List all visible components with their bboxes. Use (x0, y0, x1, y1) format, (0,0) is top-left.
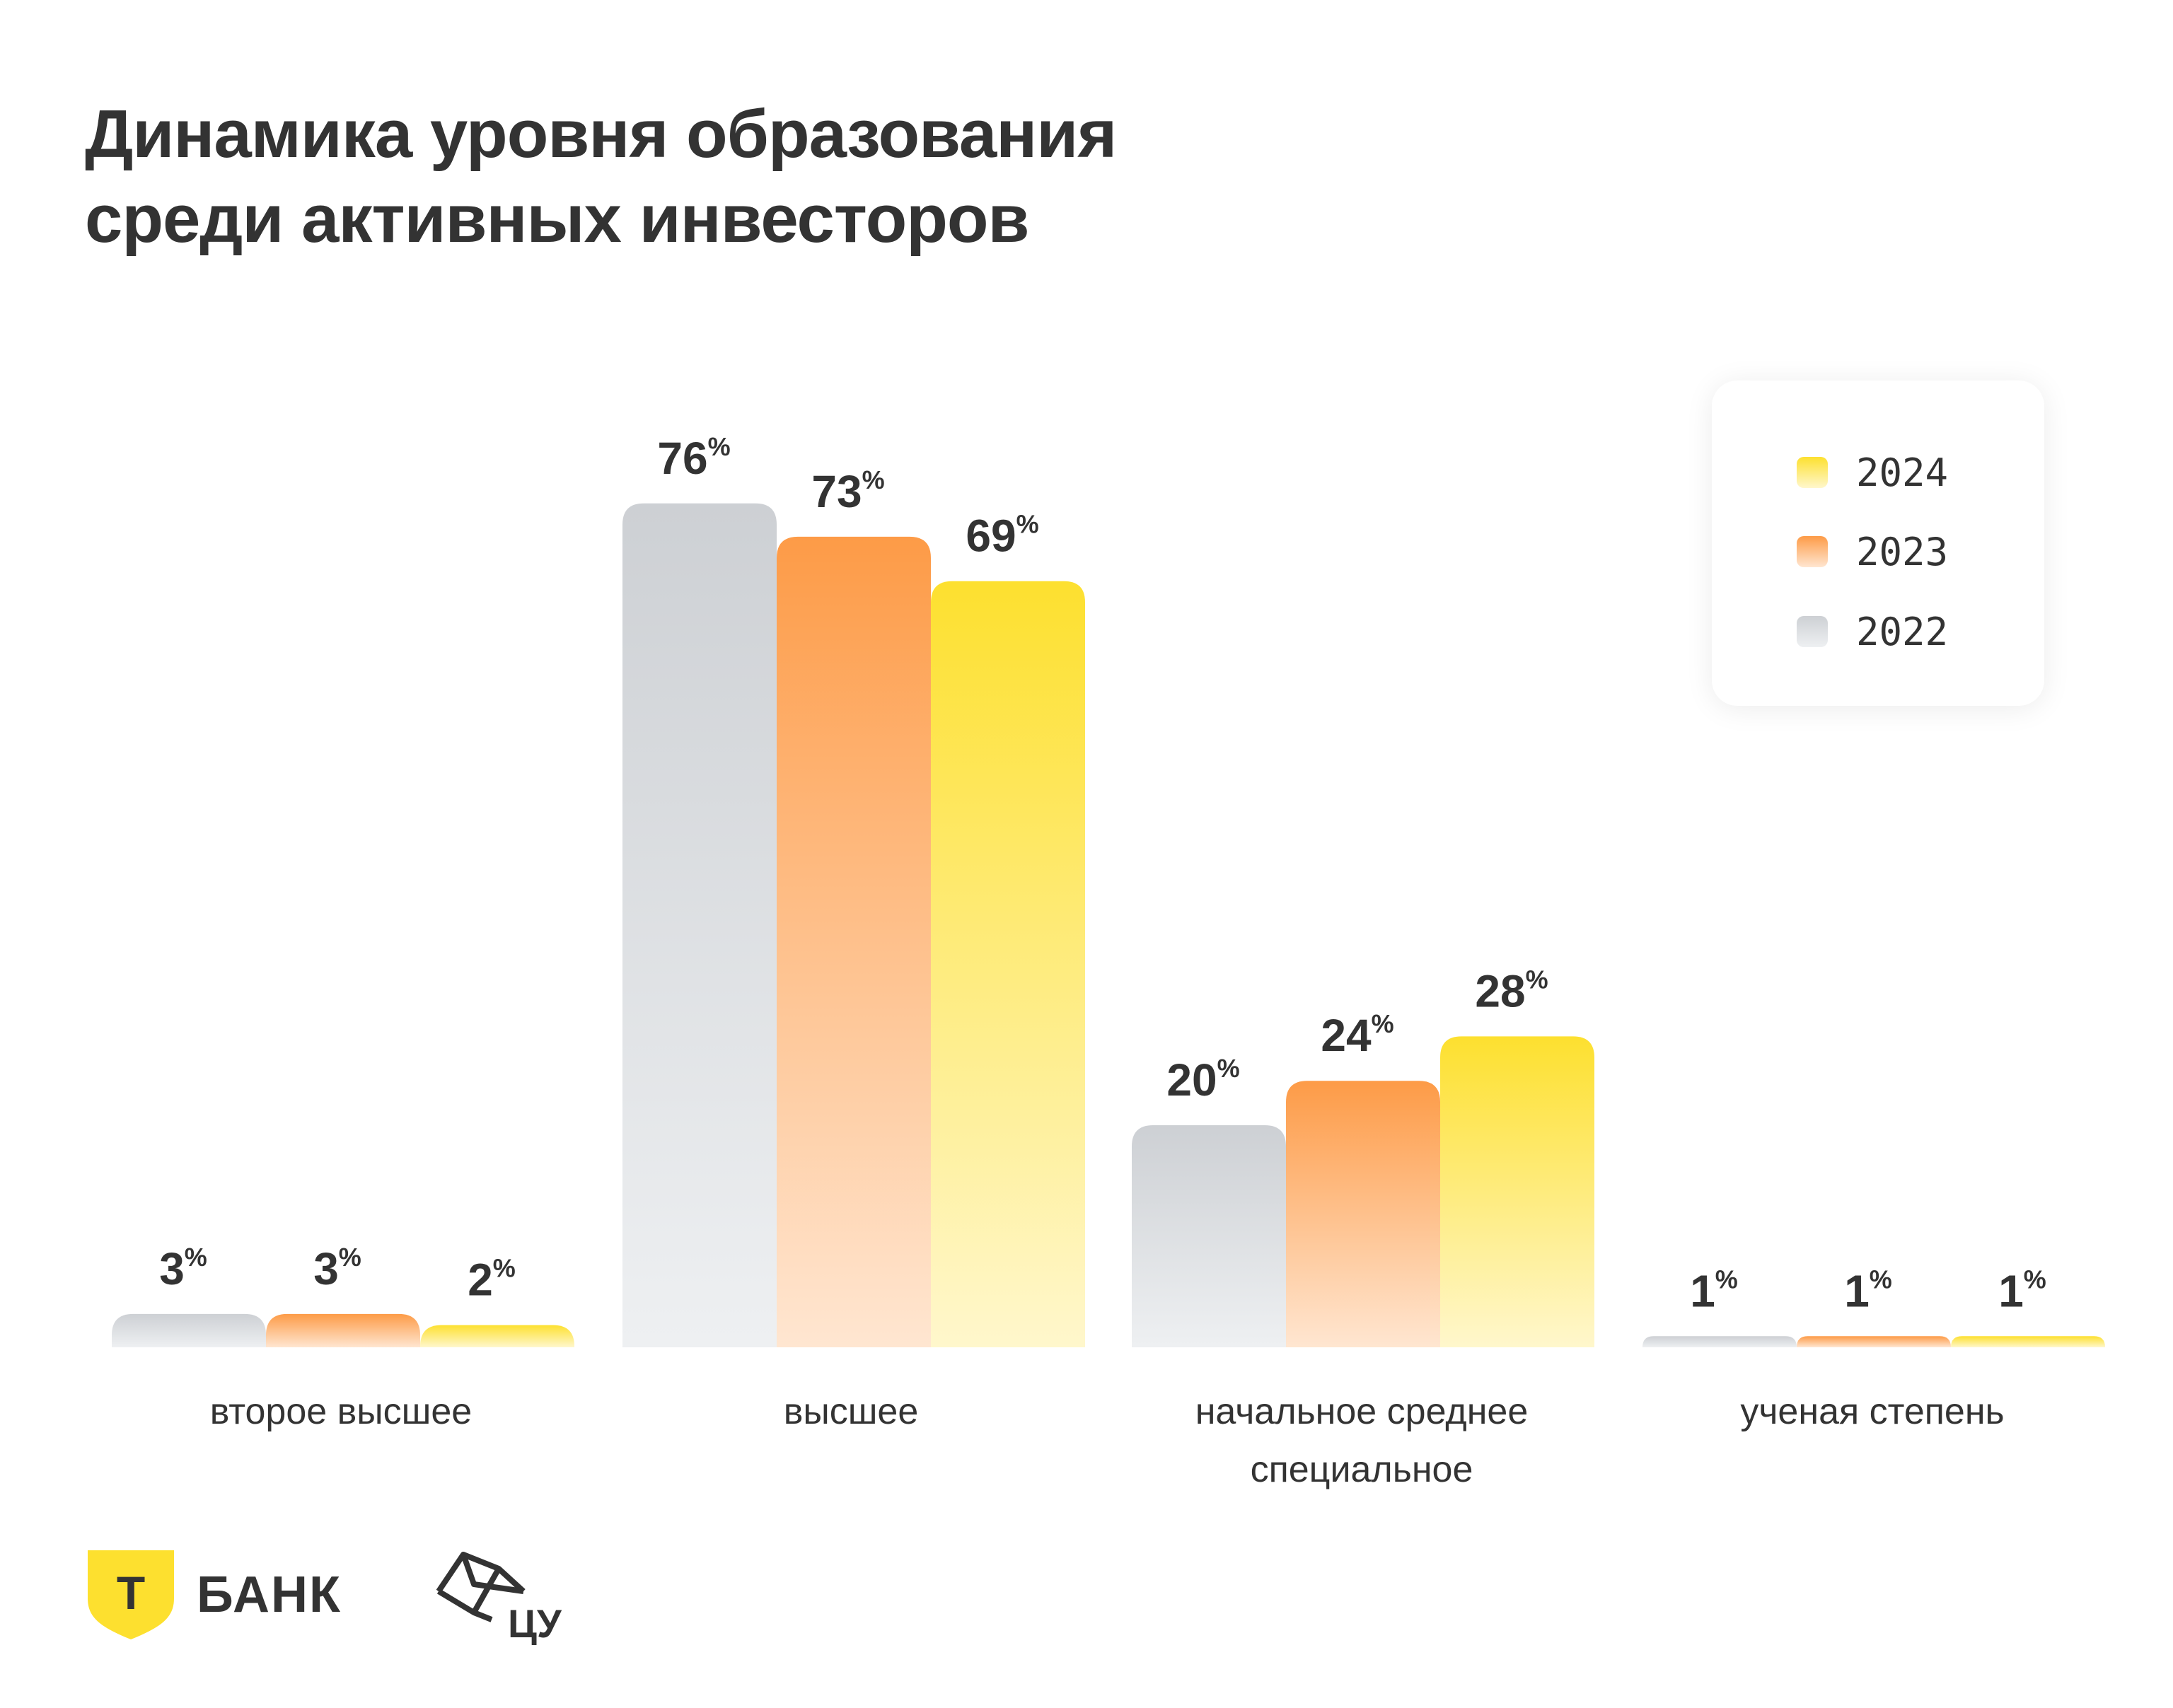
bar-2022-3 (1642, 1336, 1797, 1347)
value-label-2022-2: 20% (1166, 1054, 1239, 1105)
chart-title-line-1: Динамика уровня образования (85, 96, 1117, 172)
bar-2023-0 (266, 1313, 420, 1347)
category-label-vocational: начальное среднее специальное (1114, 1383, 1609, 1499)
bar-2022-0 (112, 1313, 266, 1347)
bar-2024-3 (1951, 1336, 2105, 1347)
bar-2024-0 (420, 1325, 574, 1347)
category-label-line: ученая степень (1740, 1391, 2005, 1432)
value-label-suffix: % (185, 1243, 207, 1272)
category-label-line: начальное среднее (1195, 1391, 1529, 1432)
category-label-line: второе высшее (209, 1391, 473, 1432)
cu-text: ЦУ (508, 1601, 562, 1646)
legend-swatch-2022 (1797, 616, 1828, 647)
legend: 2024 2023 2022 (1712, 380, 2044, 706)
value-label-2022-3: 1% (1690, 1265, 1738, 1316)
value-label-2023-1: 73% (811, 465, 884, 517)
legend-label-2024: 2024 (1856, 450, 1949, 495)
bar-2024-2 (1440, 1036, 1594, 1347)
bar-2022-2 (1132, 1125, 1286, 1347)
value-label-2024-1: 69% (966, 510, 1038, 562)
bar-2024-1 (931, 581, 1085, 1348)
value-label-suffix: % (339, 1243, 361, 1272)
tbank-logo: Т БАНК (85, 1549, 342, 1641)
value-label-suffix: % (2024, 1265, 2046, 1294)
category-label-second-higher: второе высшее (93, 1383, 589, 1441)
bar-2023-2 (1286, 1081, 1440, 1347)
chart-title: Динамика уровня образования среди активн… (85, 92, 1117, 262)
tbank-mark: Т (117, 1567, 145, 1619)
tbank-text: БАНК (197, 1567, 342, 1623)
value-label-suffix: % (1870, 1265, 1892, 1294)
legend-item-2023: 2023 (1797, 527, 1948, 576)
bar-2023-3 (1797, 1336, 1951, 1347)
legend-swatch-2024 (1797, 457, 1828, 488)
value-label-suffix: % (1016, 510, 1039, 539)
value-label-2022-0: 3% (159, 1243, 207, 1294)
bar-2023-1 (777, 536, 931, 1347)
value-label-2022-1: 76% (657, 432, 730, 484)
value-label-2023-0: 3% (313, 1243, 361, 1294)
cu-logo-icon: ЦУ (436, 1552, 562, 1646)
category-label-higher: высшее (603, 1383, 1099, 1441)
cu-logo: ЦУ (431, 1542, 587, 1651)
legend-swatch-2023 (1797, 536, 1828, 567)
legend-item-2024: 2024 (1797, 448, 1948, 497)
value-label-2024-2: 28% (1475, 965, 1548, 1016)
chart-title-line-2: среди активных инвесторов (85, 181, 1030, 257)
tbank-shield-icon: Т (88, 1550, 174, 1639)
value-label-2024-3: 1% (1998, 1265, 2046, 1316)
value-label-suffix: % (1526, 965, 1548, 994)
value-label-2024-0: 2% (468, 1254, 516, 1306)
value-label-suffix: % (1715, 1265, 1738, 1294)
category-label-line: специальное (1250, 1449, 1473, 1490)
bar-2022-1 (622, 503, 777, 1347)
legend-item-2022: 2022 (1797, 607, 1948, 656)
legend-label-2023: 2023 (1856, 529, 1949, 574)
value-label-suffix: % (1372, 1009, 1394, 1038)
category-label-line: высшее (783, 1391, 919, 1432)
value-label-suffix: % (1217, 1054, 1240, 1083)
legend-label-2022: 2022 (1856, 609, 1949, 654)
value-label-2023-3: 1% (1844, 1265, 1892, 1316)
value-label-suffix: % (708, 432, 731, 461)
value-label-suffix: % (493, 1254, 516, 1283)
value-label-suffix: % (862, 465, 885, 494)
value-label-2023-2: 24% (1321, 1009, 1393, 1061)
category-label-degree: ученая степень (1625, 1383, 2120, 1441)
